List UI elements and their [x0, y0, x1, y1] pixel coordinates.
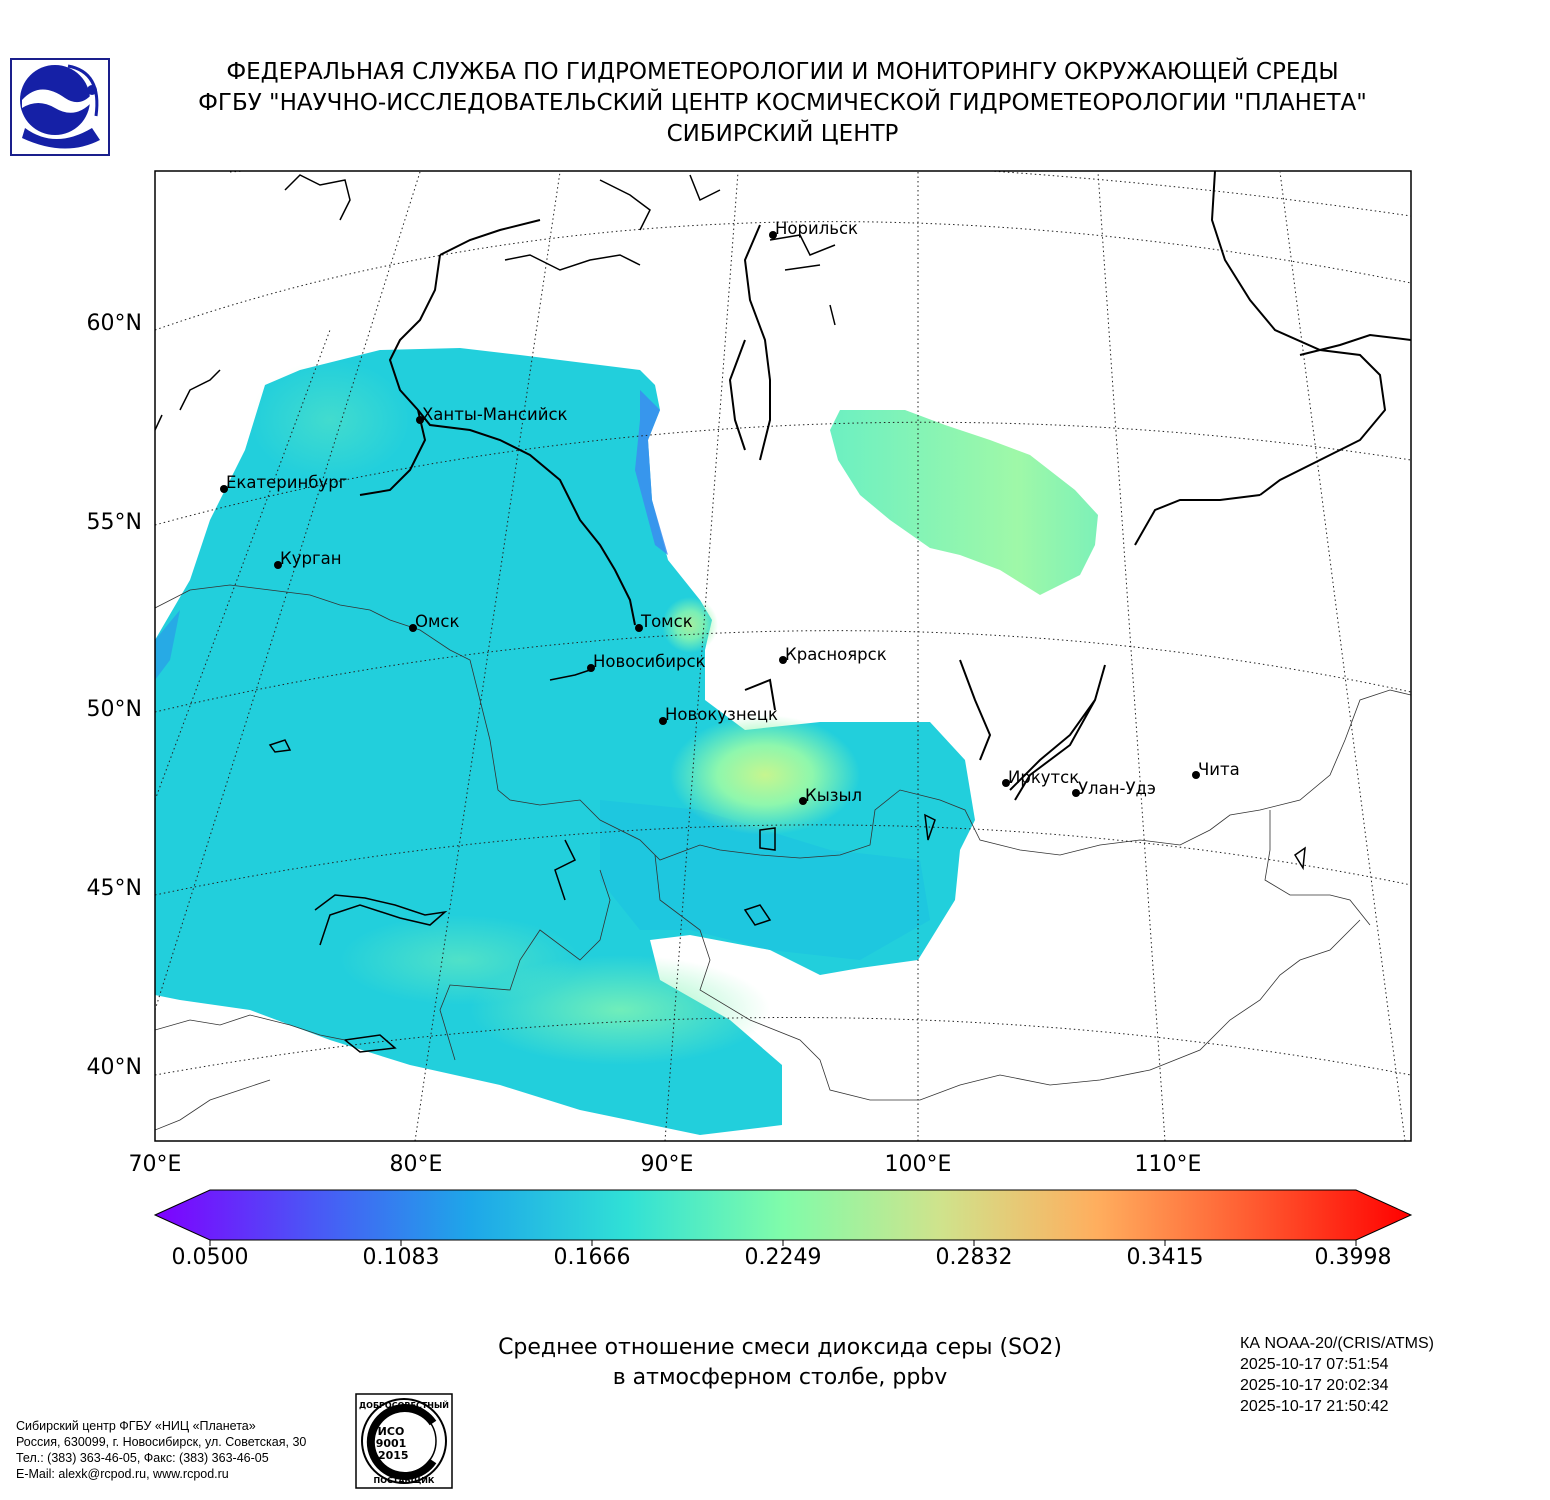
lon-label: 80°E [389, 1152, 443, 1177]
city-label: Новосибирск [593, 652, 706, 671]
city-label: Кызыл [805, 786, 862, 805]
header-line-1: ФЕДЕРАЛЬНАЯ СЛУЖБА ПО ГИДРОМЕТЕОРОЛОГИИ … [226, 59, 1339, 85]
rivers [359, 171, 1411, 801]
footer-org: Сибирский центр ФГБУ «НИЦ «Планета» [16, 1419, 256, 1433]
city-dot-tomsk [635, 624, 643, 632]
city-label: Красноярск [785, 645, 887, 664]
city-dot-ekaterinburg [220, 485, 228, 493]
footer-contacts: Сибирский центр ФГБУ «НИЦ «Планета» Росс… [16, 1418, 306, 1482]
map-frame [154, 170, 1412, 1142]
so2-field-northeast [830, 410, 1098, 595]
city-dot-novokuznetsk [659, 717, 667, 725]
city-label: Иркутск [1008, 768, 1079, 787]
lat-label: 40°N [86, 1055, 142, 1080]
satellite-time: 2025-10-17 07:51:54 [1240, 1356, 1389, 1373]
satellite-name: КА NOAA-20/(CRIS/ATMS) [1240, 1335, 1434, 1352]
so2-field-green-sw [340, 915, 580, 1005]
lon-label: 100°E [884, 1152, 952, 1177]
satellite-time: 2025-10-17 20:02:34 [1240, 1377, 1389, 1394]
colorbar-tick-label: 0.1083 [362, 1245, 440, 1270]
city-label: Омск [415, 612, 460, 631]
city-label: Норильск [775, 219, 858, 238]
so2-field-blue-edge-2 [155, 610, 180, 680]
colorbar-tick-label: 0.2832 [935, 1245, 1013, 1270]
iso-badge-line-2: 9001 [376, 1437, 407, 1450]
city-labels: Норильск Ханты-Мансийск Екатеринбург Кур… [226, 219, 1240, 805]
lat-label: 50°N [86, 697, 142, 722]
lon-label: 70°E [128, 1152, 182, 1177]
borders [155, 584, 1411, 1131]
colorbar [153, 1189, 1413, 1246]
city-label: Новокузнецк [665, 705, 778, 724]
planeta-logo-icon [10, 58, 110, 156]
iso-badge-top-text: ДОБРОСОВЕСТНЫЙ [359, 1399, 449, 1410]
city-markers [220, 231, 1200, 805]
city-dot-omsk [409, 624, 417, 632]
header-line-3: СИБИРСКИЙ ЦЕНТР [666, 121, 899, 147]
satellite-time: 2025-10-17 21:50:42 [1240, 1398, 1389, 1415]
colorbar-tick-label: 0.2249 [744, 1245, 822, 1270]
so2-field-blue-edge [635, 390, 668, 555]
lon-label: 110°E [1134, 1152, 1202, 1177]
lat-label: 55°N [86, 510, 142, 535]
city-dot-novosibirsk [587, 664, 595, 672]
caption-line-1: Среднее отношение смеси диоксида серы (S… [498, 1335, 1062, 1360]
iso-9001-badge-icon: ДОБРОСОВЕСТНЫЙ ИСО 9001 -2015 ПОСТАВЩИК [355, 1393, 453, 1489]
city-label: Ханты-Мансийск [422, 405, 568, 424]
colorbar-tick-label: 0.0500 [171, 1245, 249, 1270]
city-label: Томск [640, 612, 693, 631]
footer-phone: Тел.: (383) 363-46-05, Факс: (383) 363-4… [16, 1451, 269, 1465]
header-line-2: ФГБУ "НАУЧНО-ИССЛЕДОВАТЕЛЬСКИЙ ЦЕНТР КОС… [198, 90, 1367, 116]
longitude-lines [155, 171, 1406, 1141]
colorbar-tick-label: 0.3998 [1314, 1245, 1392, 1270]
so2-field-green-nw [250, 360, 410, 480]
lon-label: 90°E [640, 1152, 694, 1177]
map-caption: Среднее отношение смеси диоксида серы (S… [380, 1333, 1180, 1393]
city-label: Курган [280, 549, 342, 568]
city-label: Екатеринбург [226, 473, 347, 492]
city-label: Улан-Удэ [1078, 779, 1156, 798]
satellite-info: КА NOAA-20/(CRIS/ATMS) 2025-10-17 07:51:… [1240, 1333, 1434, 1417]
city-label: Чита [1198, 760, 1240, 779]
city-dot-chita [1192, 771, 1200, 779]
colorbar-tick-label: 0.1666 [553, 1245, 631, 1270]
latitude-lines [155, 171, 1411, 1076]
city-dot-krasnoyarsk [779, 656, 787, 664]
city-dot-kyzyl [799, 797, 807, 805]
map-area: Норильск Ханты-Мансийск Екатеринбург Кур… [155, 171, 1411, 1141]
so2-field-blue-zone [600, 800, 930, 960]
so2-field-tuva-max [670, 715, 860, 835]
city-dot-ulan-ude [1072, 789, 1080, 797]
lakes [268, 669, 1306, 1053]
colorbar-tick-label: 0.3415 [1126, 1245, 1204, 1270]
city-dot-khanty-mansiysk [416, 416, 424, 424]
footer-address: Россия, 630099, г. Новосибирск, ул. Сове… [16, 1435, 307, 1449]
so2-field-tomsk [662, 597, 718, 653]
footer-email: E-Mail: alexk@rcpod.ru, www.rcpod.ru [16, 1467, 229, 1481]
city-dot-irkutsk [1002, 779, 1010, 787]
lat-label: 45°N [86, 876, 142, 901]
northern-coast [155, 174, 836, 431]
lat-label: 60°N [86, 311, 142, 336]
iso-badge-line-1: ИСО [378, 1425, 405, 1438]
caption-line-2: в атмосферном столбе, ppbv [612, 1365, 948, 1390]
city-dot-norilsk [769, 231, 777, 239]
iso-badge-line-3: -2015 [373, 1449, 408, 1462]
city-dot-kurgan [274, 561, 282, 569]
colorbar-ticks [209, 1240, 1357, 1246]
iso-badge-bottom-text: ПОСТАВЩИК [374, 1476, 435, 1485]
